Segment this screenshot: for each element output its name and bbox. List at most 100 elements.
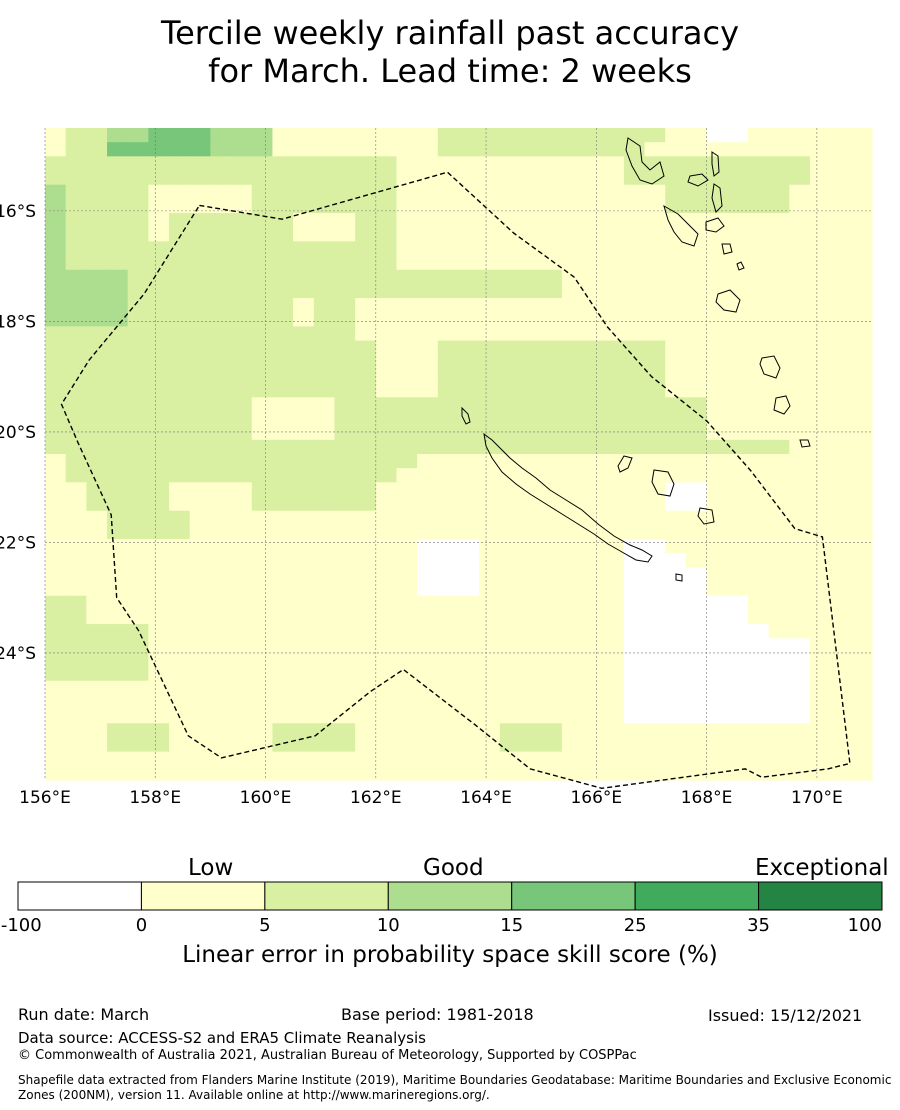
skill-cell xyxy=(727,156,749,172)
skill-cell xyxy=(210,765,232,781)
skill-cell xyxy=(107,255,129,271)
skill-cell xyxy=(768,283,790,299)
skill-cell xyxy=(313,198,336,214)
skill-cell xyxy=(189,680,211,696)
skill-cell xyxy=(86,227,108,242)
skill-cell xyxy=(65,439,87,455)
skill-cell xyxy=(582,454,604,469)
skill-cell xyxy=(293,312,315,328)
skill-cell xyxy=(251,241,274,257)
skill-cell xyxy=(437,411,460,427)
skill-cell xyxy=(830,425,852,441)
skill-cell xyxy=(375,439,398,455)
eez-boundary xyxy=(60,171,851,790)
skill-cell xyxy=(561,283,584,299)
skill-cell xyxy=(334,128,356,143)
skill-cell xyxy=(127,383,149,398)
skill-cell xyxy=(189,227,211,242)
skill-cell xyxy=(65,283,87,299)
skill-cell xyxy=(86,694,108,710)
skill-cell xyxy=(396,198,418,214)
skill-cell xyxy=(458,255,480,271)
skill-cell xyxy=(313,709,336,724)
longitude-tick-label: 160°E xyxy=(240,788,292,808)
skill-cell xyxy=(623,397,646,413)
skill-cell xyxy=(458,397,480,413)
skill-cell xyxy=(210,510,232,526)
skill-cell xyxy=(313,524,336,540)
skill-cell xyxy=(603,156,625,172)
skill-cell xyxy=(747,638,770,654)
skill-cell xyxy=(582,709,604,724)
skill-cell xyxy=(809,765,832,781)
skill-cell xyxy=(210,269,232,285)
skill-cell xyxy=(210,666,232,682)
efate-island xyxy=(715,289,741,313)
skill-cell xyxy=(479,269,501,285)
skill-cell xyxy=(561,184,584,200)
skill-cell xyxy=(644,666,666,682)
skill-cell xyxy=(561,425,584,441)
skill-cell xyxy=(293,142,315,157)
skill-cell xyxy=(582,170,604,186)
skill-cell xyxy=(355,255,377,271)
skill-cell xyxy=(830,255,852,271)
skill-cell xyxy=(541,326,563,342)
skill-cell xyxy=(313,666,336,682)
skill-cell xyxy=(251,751,274,767)
skill-cell xyxy=(541,383,563,398)
skill-cell xyxy=(189,510,211,526)
skill-cell xyxy=(169,723,191,739)
skill-cell xyxy=(851,241,873,257)
skill-cell xyxy=(375,298,398,313)
skill-cell xyxy=(437,454,460,469)
skill-cell xyxy=(541,397,563,413)
skill-cell xyxy=(375,170,398,186)
skill-cell xyxy=(396,227,418,242)
skill-cell xyxy=(334,213,356,228)
skill-cell xyxy=(334,468,356,483)
skill-cell xyxy=(561,638,584,654)
skill-cell xyxy=(293,581,315,597)
skill-cell xyxy=(789,595,811,611)
skill-cell xyxy=(603,184,625,200)
skill-cell xyxy=(685,482,708,498)
skill-cell xyxy=(665,312,687,328)
skill-cell xyxy=(665,354,687,370)
skill-cell xyxy=(45,553,67,568)
skill-cell xyxy=(685,765,708,781)
skill-cell xyxy=(582,737,604,753)
skill-cell xyxy=(706,368,728,384)
skill-cell xyxy=(396,680,418,696)
skill-cell xyxy=(458,128,480,143)
skill-cell xyxy=(169,354,191,370)
skill-cell xyxy=(644,227,666,242)
skill-cell xyxy=(127,227,149,242)
skill-cell xyxy=(417,468,439,483)
skill-cell xyxy=(169,283,191,299)
skill-cell xyxy=(623,227,646,242)
skill-cell xyxy=(623,255,646,271)
skill-cell xyxy=(830,609,852,625)
skill-cell xyxy=(851,227,873,242)
skill-cell xyxy=(561,298,584,313)
skill-cell xyxy=(830,368,852,384)
skill-cell xyxy=(251,624,274,639)
skill-cell xyxy=(479,624,501,639)
skill-cell xyxy=(169,397,191,413)
skill-cell xyxy=(437,666,460,682)
skill-cell xyxy=(189,595,211,611)
skill-cell xyxy=(417,539,439,554)
skill-cell xyxy=(685,709,708,724)
skill-cell xyxy=(272,454,294,469)
skill-cell xyxy=(45,510,67,526)
skill-cell xyxy=(809,298,832,313)
skill-cell xyxy=(520,128,542,143)
skill-cell xyxy=(396,666,418,682)
skill-cell xyxy=(747,383,770,398)
skill-cell xyxy=(210,383,232,398)
skill-cell xyxy=(334,255,356,271)
skill-cell xyxy=(561,411,584,427)
skill-cell xyxy=(355,170,377,186)
skill-cell xyxy=(86,142,108,157)
